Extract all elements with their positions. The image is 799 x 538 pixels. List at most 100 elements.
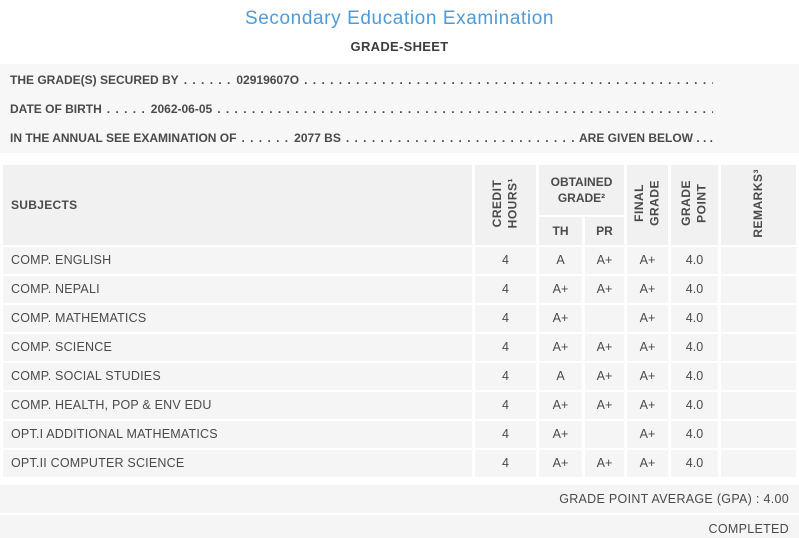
- practical-grade-cell: A+: [585, 449, 624, 477]
- practical-grade-cell: A+: [585, 391, 624, 419]
- practical-grade-cell: [585, 304, 624, 332]
- final-grade-cell: A+: [627, 449, 668, 477]
- date-of-birth-label: DATE OF BIRTH: [10, 101, 102, 116]
- subject-cell: COMP. ENGLISH: [3, 246, 472, 274]
- practical-grade-cell: A+: [585, 275, 624, 303]
- column-header-final-grade: FINAL GRADE: [627, 165, 668, 245]
- table-row: COMP. MATHEMATICS 4 A+ A+ 4.0: [3, 304, 796, 332]
- column-header-obtained-grade: OBTAINED GRADE²: [539, 165, 624, 216]
- credit-hours-cell: 4: [475, 275, 536, 303]
- theory-grade-cell: A: [539, 246, 582, 274]
- exam-year-value: 2077 BS: [294, 130, 341, 145]
- grade-sheet-heading: GRADE-SHEET: [350, 39, 449, 54]
- info-line-symbol-number: THE GRADE(S) SECURED BY . . . . . . 0291…: [0, 65, 799, 94]
- subject-cell: COMP. HEALTH, POP & ENV EDU: [3, 391, 472, 419]
- credit-hours-cell: 4: [475, 362, 536, 390]
- grade-point-cell: 4.0: [671, 333, 718, 361]
- column-header-remarks: REMARKS³: [721, 165, 796, 245]
- remarks-cell: [721, 362, 796, 390]
- page-title: Secondary Education Examination: [244, 8, 555, 29]
- practical-grade-cell: A+: [585, 246, 624, 274]
- theory-grade-cell: A+: [539, 420, 582, 448]
- remarks-cell: [721, 246, 796, 274]
- subject-cell: COMP. MATHEMATICS: [3, 304, 472, 332]
- table-row: OPT.I ADDITIONAL MATHEMATICS 4 A+ A+ 4.0: [3, 420, 796, 448]
- table-row: OPT.II COMPUTER SCIENCE 4 A+ A+ A+ 4.0: [3, 449, 796, 477]
- dot-leader: . . . . .: [106, 101, 146, 116]
- grade-point-cell: 4.0: [671, 420, 718, 448]
- remarks-vertical-label: REMARKS³: [750, 169, 765, 238]
- grade-point-cell: 4.0: [671, 362, 718, 390]
- grade-point-cell: 4.0: [671, 449, 718, 477]
- final-grade-cell: A+: [627, 362, 668, 390]
- gpa-summary: GRADE POINT AVERAGE (GPA) : 4.00: [0, 484, 799, 513]
- credit-hours-cell: 4: [475, 246, 536, 274]
- symbol-number-label: THE GRADE(S) SECURED BY: [10, 72, 179, 87]
- credit-hours-vertical-label: CREDIT HOURS¹: [489, 178, 520, 229]
- theory-grade-cell: A: [539, 362, 582, 390]
- grade-point-cell: 4.0: [671, 304, 718, 332]
- theory-grade-cell: A+: [539, 275, 582, 303]
- final-grade-cell: A+: [627, 304, 668, 332]
- column-header-subjects: SUBJECTS: [3, 165, 472, 245]
- subject-cell: OPT.II COMPUTER SCIENCE: [3, 449, 472, 477]
- credit-hours-cell: 4: [475, 333, 536, 361]
- practical-grade-cell: A+: [585, 333, 624, 361]
- subject-cell: COMP. SCIENCE: [3, 333, 472, 361]
- dot-leader: . . . . . . . . . . . . . . . . . . . . …: [345, 130, 574, 145]
- remarks-cell: [721, 275, 796, 303]
- final-grade-cell: A+: [627, 275, 668, 303]
- remarks-cell: [721, 391, 796, 419]
- grade-point-vertical-label: GRADE POINT: [678, 180, 709, 227]
- dot-leader: . . . . . .: [241, 130, 290, 145]
- credit-hours-cell: 4: [475, 449, 536, 477]
- column-header-practical: PR: [585, 217, 624, 245]
- table-row: COMP. SOCIAL STUDIES 4 A A+ A+ 4.0: [3, 362, 796, 390]
- table-row: COMP. ENGLISH 4 A A+ A+ 4.0: [3, 246, 796, 274]
- dot-leader: . . . . . . . . . . . . . . . . . . . . …: [304, 72, 713, 87]
- remarks-cell: [721, 304, 796, 332]
- grade-point-cell: 4.0: [671, 246, 718, 274]
- subject-cell: COMP. SOCIAL STUDIES: [3, 362, 472, 390]
- column-header-theory: TH: [539, 217, 582, 245]
- credit-hours-cell: 4: [475, 304, 536, 332]
- credit-hours-cell: 4: [475, 391, 536, 419]
- theory-grade-cell: A+: [539, 304, 582, 332]
- subject-cell: OPT.I ADDITIONAL MATHEMATICS: [3, 420, 472, 448]
- remarks-cell: [721, 420, 796, 448]
- symbol-number-value: 02919607O: [236, 72, 300, 87]
- are-given-below-text: ARE GIVEN BELOW . . .: [578, 130, 713, 145]
- grade-point-cell: 4.0: [671, 275, 718, 303]
- exam-year-label: IN THE ANNUAL SEE EXAMINATION OF: [10, 130, 237, 145]
- column-header-grade-point: GRADE POINT: [671, 165, 718, 245]
- table-row: COMP. HEALTH, POP & ENV EDU 4 A+ A+ A+ 4…: [3, 391, 796, 419]
- dot-leader: . . . . . . . . . . . . . . . . . . . . …: [217, 101, 713, 116]
- final-grade-vertical-label: FINAL GRADE: [631, 180, 662, 227]
- grade-point-cell: 4.0: [671, 391, 718, 419]
- candidate-info-block: THE GRADE(S) SECURED BY . . . . . . 0291…: [0, 64, 799, 153]
- date-of-birth-value: 2062-06-05: [150, 101, 213, 116]
- final-grade-cell: A+: [627, 333, 668, 361]
- theory-grade-cell: A+: [539, 391, 582, 419]
- info-line-exam-year: IN THE ANNUAL SEE EXAMINATION OF . . . .…: [0, 123, 799, 152]
- credit-hours-cell: 4: [475, 420, 536, 448]
- status-completed: COMPLETED: [0, 514, 799, 538]
- remarks-cell: [721, 333, 796, 361]
- table-row: COMP. NEPALI 4 A+ A+ A+ 4.0: [3, 275, 796, 303]
- grades-table-header: SUBJECTS CREDIT HOURS¹ OBTAINED GRADE² F…: [3, 165, 796, 245]
- final-grade-cell: A+: [627, 391, 668, 419]
- column-header-credit-hours: CREDIT HOURS¹: [475, 165, 536, 245]
- remarks-cell: [721, 449, 796, 477]
- table-row: COMP. SCIENCE 4 A+ A+ A+ 4.0: [3, 333, 796, 361]
- dot-leader: . . . . . .: [183, 72, 232, 87]
- subject-cell: COMP. NEPALI: [3, 275, 472, 303]
- practical-grade-cell: A+: [585, 362, 624, 390]
- theory-grade-cell: A+: [539, 333, 582, 361]
- grades-table-body: COMP. ENGLISH 4 A A+ A+ 4.0 COMP. NEPALI…: [3, 246, 796, 477]
- theory-grade-cell: A+: [539, 449, 582, 477]
- info-line-date-of-birth: DATE OF BIRTH . . . . . 2062-06-05 . . .…: [0, 94, 799, 123]
- grades-table: SUBJECTS CREDIT HOURS¹ OBTAINED GRADE² F…: [0, 163, 799, 479]
- final-grade-cell: A+: [627, 420, 668, 448]
- practical-grade-cell: [585, 420, 624, 448]
